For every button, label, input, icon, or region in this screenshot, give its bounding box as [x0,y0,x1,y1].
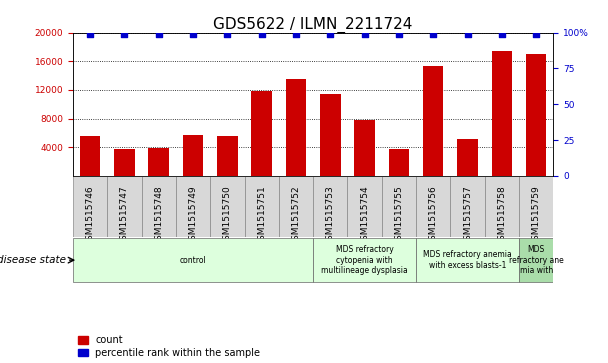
Point [463,31,472,37]
Bar [176,176,210,237]
Bar [320,94,340,176]
Bar [526,54,547,176]
Bar [148,148,169,176]
Bar [286,79,306,176]
Text: GSM1515748: GSM1515748 [154,185,163,246]
Point [223,31,232,37]
Bar [114,148,135,176]
Bar [347,176,382,237]
Bar [107,176,142,237]
Point [291,31,301,37]
Text: GSM1515759: GSM1515759 [531,185,541,246]
Text: GSM1515758: GSM1515758 [497,185,506,246]
Point [531,31,541,37]
Point [85,31,95,37]
Text: MDS refractory anemia
with excess blasts-1: MDS refractory anemia with excess blasts… [423,250,512,270]
Bar [416,176,451,237]
Point [154,31,164,37]
Point [120,31,130,37]
Bar [244,176,279,237]
Title: GDS5622 / ILMN_2211724: GDS5622 / ILMN_2211724 [213,16,413,33]
Point [394,31,404,37]
Bar [382,176,416,237]
Text: GSM1515755: GSM1515755 [395,185,403,246]
Bar [485,176,519,237]
Text: GSM1515757: GSM1515757 [463,185,472,246]
Bar [210,176,244,237]
Bar [519,238,553,282]
Bar [389,148,409,176]
Bar [313,238,416,282]
Point [360,31,370,37]
Text: GSM1515751: GSM1515751 [257,185,266,246]
Text: GSM1515749: GSM1515749 [188,185,198,246]
Bar [183,135,203,176]
Text: control: control [180,256,206,265]
Bar [142,176,176,237]
Bar [251,91,272,176]
Point [428,31,438,37]
Bar [217,136,238,176]
Point [257,31,266,37]
Text: GSM1515750: GSM1515750 [223,185,232,246]
Bar [451,176,485,237]
Bar [80,136,100,176]
Text: MDS refractory
cytopenia with
multilineage dysplasia: MDS refractory cytopenia with multilinea… [321,245,408,275]
Text: disease state: disease state [0,255,66,265]
Bar [73,176,107,237]
Text: GSM1515752: GSM1515752 [291,185,300,246]
Text: GSM1515756: GSM1515756 [429,185,438,246]
Bar [279,176,313,237]
Text: GSM1515747: GSM1515747 [120,185,129,246]
Bar [491,50,512,176]
Bar [313,176,347,237]
Bar [354,120,375,176]
Text: MDS
refractory ane
mia with: MDS refractory ane mia with [509,245,564,275]
Point [497,31,506,37]
Bar [73,238,313,282]
Legend: count, percentile rank within the sample: count, percentile rank within the sample [78,335,260,358]
Point [188,31,198,37]
Text: GSM1515753: GSM1515753 [326,185,335,246]
Bar [519,176,553,237]
Bar [423,66,443,176]
Text: GSM1515754: GSM1515754 [360,185,369,246]
Bar [416,238,519,282]
Text: GSM1515746: GSM1515746 [86,185,95,246]
Bar [457,139,478,176]
Point [325,31,335,37]
